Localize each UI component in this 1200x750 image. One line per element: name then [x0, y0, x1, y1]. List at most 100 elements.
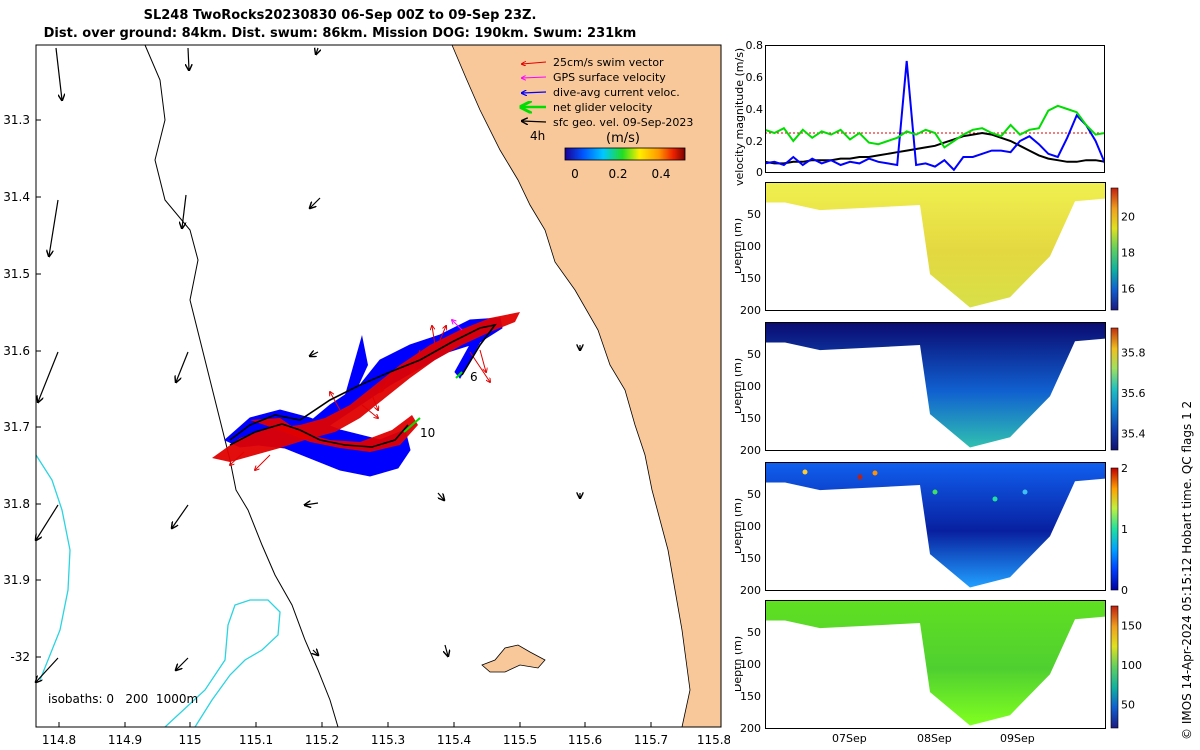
map-x-tick: 114.9	[108, 733, 142, 747]
map-legend: 25cm/s swim vector GPS surface velocity …	[522, 56, 693, 129]
time-axis-tick: 09Sep	[1000, 732, 1035, 745]
net-glider-end	[455, 371, 463, 379]
velocity-y-tick: 0.6	[745, 71, 764, 84]
isobath-1000m-loop	[164, 599, 281, 728]
map-y-tick: 31.5	[3, 267, 30, 281]
chlorophyll-axes-box	[765, 462, 1106, 591]
map-x-tick: 115.3	[371, 733, 405, 747]
chlorophyll-depth-tick: 200	[740, 584, 761, 594]
map-y-tick: 31.3	[3, 113, 30, 127]
temperature-colorbar-tick: 16	[1121, 282, 1135, 295]
map-panel: 6 10 31.3 31.4 31.5 31.6 31.7 31.8 31.9 …	[3, 44, 730, 747]
chlorophyll-colorbar-tick: 2	[1121, 462, 1128, 475]
map-y-tick: 31.6	[3, 344, 30, 358]
swim-vector-band	[212, 312, 520, 462]
chl-sample-dot	[932, 489, 938, 495]
map-x-axis: 114.8 114.9 115 115.1 115.2 115.3 115.4 …	[42, 733, 730, 747]
velocity-series-dive-avg-current-veloc-	[765, 60, 1105, 172]
oxygen-colorbar-tick: 50	[1121, 698, 1135, 711]
salinity-depth-tick: 100	[740, 380, 761, 393]
chlorophyll-depth-tick: 50	[747, 488, 761, 501]
temperature-section-data	[765, 182, 1105, 308]
chl-sample-dot	[802, 469, 808, 475]
map-y-tick: 31.7	[3, 420, 30, 434]
swim-vector-band-2	[250, 415, 418, 452]
salinity-colorbar-tick: 35.8	[1121, 346, 1146, 359]
velocity-panel	[765, 45, 1105, 173]
oxygen-depth-label: Depth (m)	[735, 636, 744, 692]
temperature-depth-tick: 200	[740, 304, 761, 314]
velocity-y-label: velocity magnitude (m/s)	[733, 47, 746, 186]
map-x-tick: 115.1	[239, 733, 273, 747]
oxygen-axes-box	[765, 600, 1106, 729]
chlorophyll-section-data	[765, 462, 1105, 588]
map-x-tick: 115.4	[437, 733, 471, 747]
chl-sample-dot	[857, 474, 863, 480]
chl-sample-dot	[872, 470, 878, 476]
map-x-tick: 115.5	[503, 733, 537, 747]
legend-label-geo: sfc geo. vel. 09-Sep-2023	[553, 116, 693, 129]
net-glider-start	[403, 417, 421, 433]
salinity-colorbar	[1110, 327, 1119, 451]
coastline-land	[451, 44, 722, 728]
speed-colorbar-tick: 0.4	[651, 167, 670, 181]
chlorophyll-depth-tick: 100	[740, 520, 761, 533]
imos-side-note: © IMOS 14-Apr-2024 05:15:12 Hobart time.…	[1180, 400, 1194, 740]
oxygen-depth-tick: 100	[740, 658, 761, 671]
velocity-y-tick: 0.2	[745, 135, 764, 148]
map-y-tick: 31.4	[3, 190, 30, 204]
oxygen-colorbar	[1110, 605, 1119, 729]
velocity-series-net-glider-velocity	[765, 104, 1105, 149]
temperature-depth-tick: 50	[747, 208, 761, 221]
velocity-y-tick: 0.4	[745, 103, 764, 116]
oxygen-depth-tick: 150	[740, 690, 761, 703]
chl-sample-dot	[992, 496, 998, 502]
figure-title-line2: Dist. over ground: 84km. Dist. swum: 86k…	[43, 26, 637, 41]
salinity-depth-tick: 200	[740, 444, 761, 454]
map-y-tick: 31.8	[3, 497, 30, 511]
speed-colorbar	[564, 147, 686, 161]
day-label-10: 10	[420, 426, 435, 440]
net-glider-track	[229, 323, 497, 448]
temperature-depth-label: Depth (m)	[735, 218, 744, 274]
map-x-tick: 115.7	[634, 733, 668, 747]
velocity-y-tick: 0	[756, 166, 763, 179]
isobath-200m	[144, 44, 339, 728]
chlorophyll-colorbar-tick: 0	[1121, 584, 1128, 594]
salinity-depth-label: Depth (m)	[735, 358, 744, 414]
gps-surface-velocity-arrow	[452, 320, 463, 331]
velocity-series-sfc-geo-vel-	[765, 131, 1105, 165]
time-axis-tick: 07Sep	[832, 732, 867, 745]
map-x-tick: 115.6	[568, 733, 602, 747]
speed-colorbar-tick: 0.2	[608, 167, 627, 181]
salinity-depth-tick: 150	[740, 412, 761, 425]
legend-label-swim: 25cm/s swim vector	[553, 56, 664, 69]
island	[481, 644, 546, 673]
scale-label-4h: 4h	[530, 129, 545, 143]
salinity-depth-tick: 50	[747, 348, 761, 361]
dive-avg-current-spike	[345, 335, 368, 400]
chlorophyll-depth-label: Depth (m)	[735, 498, 744, 554]
time-axis-tick: 08Sep	[917, 732, 952, 745]
chlorophyll-colorbar-tick: 1	[1121, 523, 1128, 536]
isobath-label: isobaths: 0 200 1000m	[48, 692, 198, 706]
temperature-axes-box	[765, 182, 1106, 311]
speed-colorbar-tick: 0	[571, 167, 579, 181]
legend-label-net: net glider velocity	[553, 101, 653, 114]
velocity-y-tick: 0.8	[745, 39, 764, 52]
salinity-colorbar-tick: 35.6	[1121, 387, 1146, 400]
temperature-colorbar-tick: 20	[1121, 211, 1135, 224]
legend-label-gps: GPS surface velocity	[553, 71, 666, 84]
salinity-axes-box	[765, 322, 1106, 451]
day-label-6: 6	[470, 370, 478, 384]
isobath-1000m	[35, 454, 71, 681]
oxygen-depth-tick: 200	[740, 722, 761, 732]
salinity-colorbar-tick: 35.4	[1121, 428, 1146, 441]
map-x-tick: 115.8	[697, 733, 730, 747]
chl-sample-dot	[1022, 489, 1028, 495]
figure-title-line1: SL248 TwoRocks20230830 06-Sep 00Z to 09-…	[143, 8, 537, 23]
